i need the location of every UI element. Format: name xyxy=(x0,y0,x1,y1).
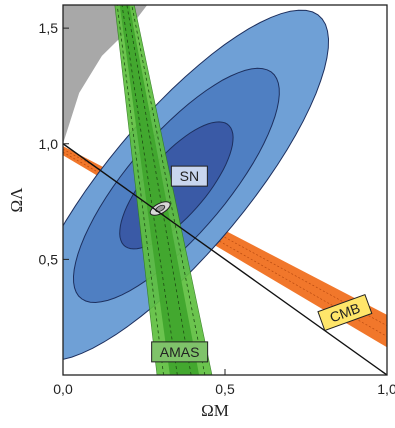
y-axis-label: ΩΛ xyxy=(7,187,26,213)
amas-contour xyxy=(121,5,178,375)
x-tick-label: 0,0 xyxy=(53,381,73,397)
sn-label-text: SN xyxy=(180,168,199,184)
amas-contour xyxy=(131,5,206,375)
amas-label: AMAS xyxy=(151,341,209,363)
sn-label: SN xyxy=(170,165,208,187)
amas-contour xyxy=(126,5,192,375)
y-tick-label: 1,0 xyxy=(39,136,59,152)
x-tick-label: 1,0 xyxy=(377,381,395,397)
amas-label-box xyxy=(151,341,209,363)
x-axis-label: ΩM xyxy=(201,401,229,420)
cmb-label-box xyxy=(317,293,373,332)
y-tick-label: 0,5 xyxy=(39,251,59,267)
y-tick-label: 1,5 xyxy=(39,20,59,36)
flat-universe-line xyxy=(63,143,387,375)
x-tick-label: 0,5 xyxy=(215,381,235,397)
excluded-region xyxy=(63,5,148,144)
sn-label-box xyxy=(170,165,208,187)
axis-ticks: 0,0 0,5 1,0 0,5 1,0 1,5 xyxy=(39,20,395,397)
amas-label-text: AMAS xyxy=(160,344,200,360)
amas-contour xyxy=(116,5,164,375)
combined-constraint-inner xyxy=(155,204,166,213)
